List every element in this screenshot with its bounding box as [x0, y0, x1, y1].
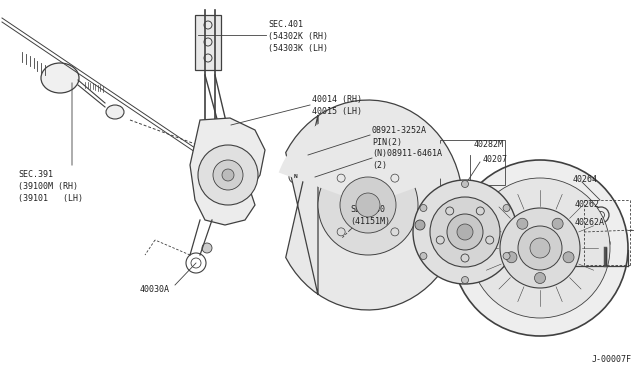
- Circle shape: [457, 224, 473, 240]
- Text: 40282M: 40282M: [474, 140, 504, 149]
- Text: 40207: 40207: [483, 155, 508, 164]
- Bar: [440, 140, 505, 185]
- Text: 40014 (RH)
40015 (LH): 40014 (RH) 40015 (LH): [312, 95, 362, 116]
- Circle shape: [294, 149, 300, 155]
- Circle shape: [413, 180, 517, 284]
- Circle shape: [415, 220, 425, 230]
- Ellipse shape: [41, 63, 79, 93]
- Text: SEC.401
(54302K (RH)
(54303K (LH): SEC.401 (54302K (RH) (54303K (LH): [268, 20, 328, 52]
- Circle shape: [447, 214, 483, 250]
- Circle shape: [452, 160, 628, 336]
- Text: N: N: [293, 174, 297, 180]
- Circle shape: [420, 253, 427, 260]
- Ellipse shape: [106, 105, 124, 119]
- Circle shape: [461, 180, 468, 187]
- Circle shape: [222, 169, 234, 181]
- Polygon shape: [190, 118, 265, 225]
- Circle shape: [340, 177, 396, 233]
- Circle shape: [518, 226, 562, 270]
- Circle shape: [552, 218, 563, 229]
- Circle shape: [563, 252, 574, 263]
- Circle shape: [302, 174, 308, 180]
- Polygon shape: [285, 100, 463, 310]
- Text: J-00007F: J-00007F: [592, 355, 632, 364]
- Wedge shape: [279, 110, 457, 205]
- Circle shape: [430, 197, 500, 267]
- Text: 40262: 40262: [575, 200, 600, 209]
- Text: 40222: 40222: [447, 205, 472, 214]
- Text: SEC.440
(41151M): SEC.440 (41151M): [350, 205, 390, 226]
- Circle shape: [534, 273, 545, 283]
- FancyBboxPatch shape: [195, 15, 221, 70]
- Circle shape: [500, 208, 580, 288]
- Text: (N)08911-6461A
(2): (N)08911-6461A (2): [372, 149, 442, 170]
- Circle shape: [503, 205, 510, 212]
- Circle shape: [298, 170, 312, 184]
- Polygon shape: [417, 212, 450, 252]
- Text: 08921-3252A
PIN(2): 08921-3252A PIN(2): [372, 126, 427, 147]
- Circle shape: [530, 238, 550, 258]
- Circle shape: [506, 252, 517, 263]
- Circle shape: [517, 218, 528, 229]
- Circle shape: [356, 193, 380, 217]
- Circle shape: [503, 253, 510, 260]
- Text: 40264: 40264: [573, 175, 598, 184]
- Text: 40262A: 40262A: [575, 218, 605, 227]
- Circle shape: [198, 145, 258, 205]
- Circle shape: [420, 205, 427, 212]
- Text: SEC.391
(39100M (RH)
(39101   (LH): SEC.391 (39100M (RH) (39101 (LH): [18, 170, 83, 203]
- Text: 40030A: 40030A: [140, 285, 170, 294]
- Circle shape: [318, 155, 418, 255]
- Circle shape: [202, 243, 212, 253]
- Circle shape: [470, 178, 610, 318]
- Circle shape: [213, 160, 243, 190]
- Circle shape: [461, 276, 468, 283]
